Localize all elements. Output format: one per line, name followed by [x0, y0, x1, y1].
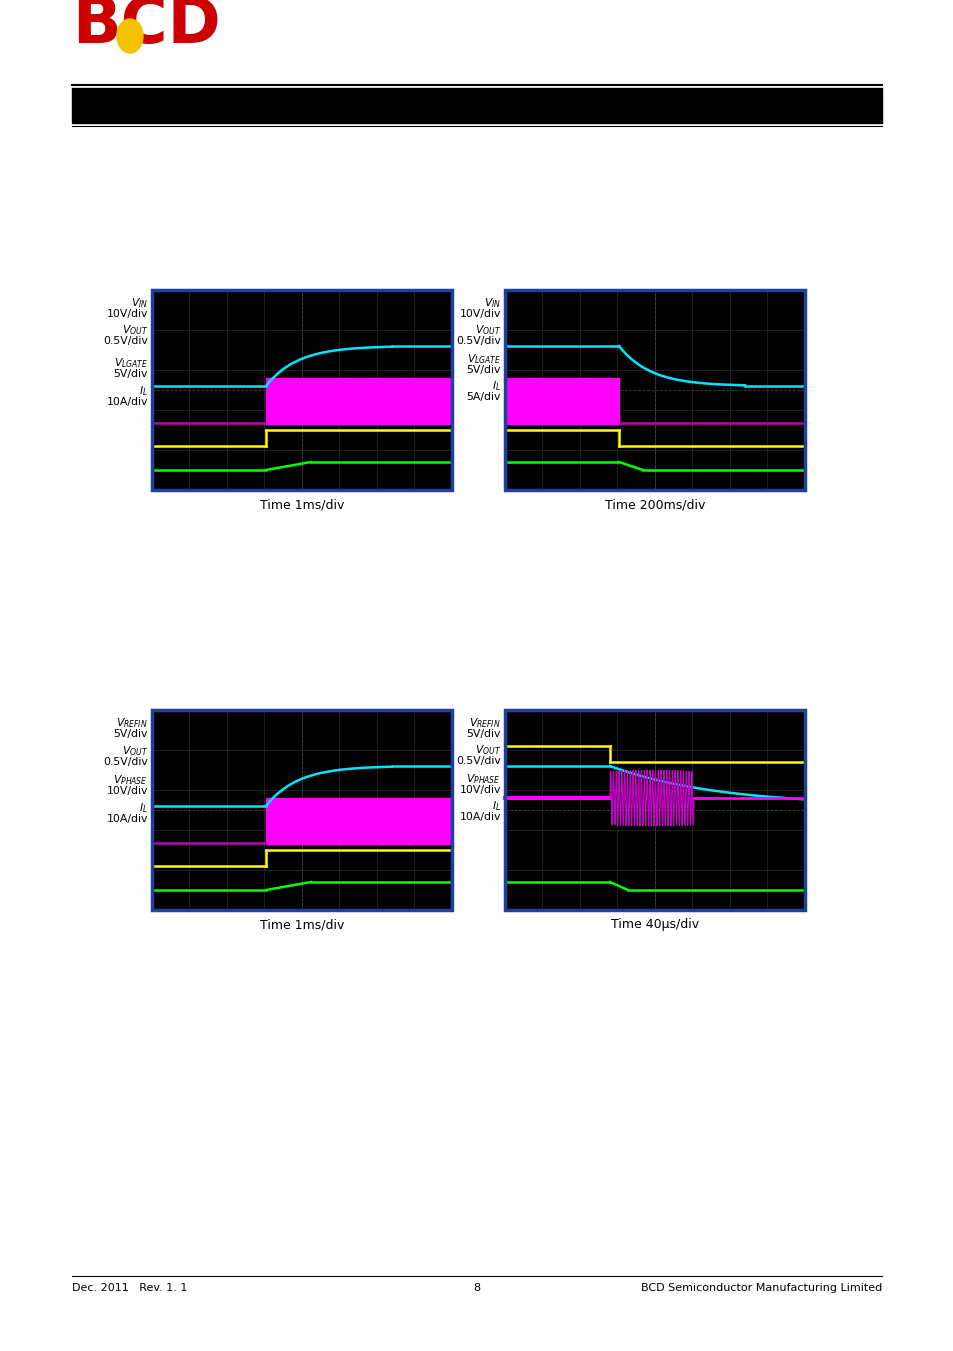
- Text: 8: 8: [473, 1283, 480, 1293]
- Text: 5V/div: 5V/div: [113, 369, 148, 380]
- Text: Time 40μs/div: Time 40μs/div: [610, 917, 699, 931]
- Text: 5A/div: 5A/div: [466, 392, 500, 403]
- Text: $V_{IN}$: $V_{IN}$: [483, 296, 500, 309]
- Text: $I_L$: $I_L$: [492, 380, 500, 393]
- Text: Time 1ms/div: Time 1ms/div: [259, 917, 344, 931]
- Text: $I_L$: $I_L$: [492, 798, 500, 813]
- Text: $V_{LGATE}$: $V_{LGATE}$: [113, 357, 148, 370]
- Text: $V_{IN}$: $V_{IN}$: [131, 296, 148, 309]
- Text: $V_{LGATE}$: $V_{LGATE}$: [466, 353, 500, 366]
- Text: 5V/div: 5V/div: [113, 730, 148, 739]
- Bar: [504, 290, 804, 490]
- Text: $V_{REFIN}$: $V_{REFIN}$: [116, 716, 148, 730]
- Text: $I_L$: $I_L$: [139, 384, 148, 397]
- Text: 10V/div: 10V/div: [459, 309, 500, 319]
- Text: 0.5V/div: 0.5V/div: [103, 336, 148, 346]
- Bar: [152, 290, 452, 490]
- Text: Time 200ms/div: Time 200ms/div: [604, 499, 704, 511]
- Text: $V_{PHASE}$: $V_{PHASE}$: [113, 773, 148, 786]
- Text: $V_{PHASE}$: $V_{PHASE}$: [466, 771, 500, 786]
- Bar: [504, 711, 804, 911]
- Text: 0.5V/div: 0.5V/div: [456, 757, 500, 766]
- Text: 10V/div: 10V/div: [459, 785, 500, 794]
- Text: BCD: BCD: [71, 0, 220, 55]
- Text: 10A/div: 10A/div: [459, 812, 500, 821]
- Text: $I_L$: $I_L$: [139, 801, 148, 815]
- Ellipse shape: [117, 19, 143, 53]
- Text: BCD Semiconductor Manufacturing Limited: BCD Semiconductor Manufacturing Limited: [640, 1283, 882, 1293]
- Text: 10A/div: 10A/div: [107, 397, 148, 407]
- Text: $V_{OUT}$: $V_{OUT}$: [475, 323, 500, 336]
- Text: $V_{OUT}$: $V_{OUT}$: [122, 323, 148, 336]
- Text: $V_{OUT}$: $V_{OUT}$: [122, 744, 148, 758]
- Text: 0.5V/div: 0.5V/div: [103, 757, 148, 767]
- Bar: [71, 88, 882, 123]
- Text: $V_{OUT}$: $V_{OUT}$: [475, 743, 500, 757]
- Text: 0.5V/div: 0.5V/div: [456, 336, 500, 346]
- Text: 10A/div: 10A/div: [107, 815, 148, 824]
- Text: Dec. 2011   Rev. 1. 1: Dec. 2011 Rev. 1. 1: [71, 1283, 187, 1293]
- Text: Time 1ms/div: Time 1ms/div: [259, 499, 344, 511]
- Bar: [504, 290, 804, 490]
- Bar: [152, 290, 452, 490]
- Text: 5V/div: 5V/div: [466, 365, 500, 376]
- Text: 5V/div: 5V/div: [466, 730, 500, 739]
- Bar: [504, 711, 804, 911]
- Text: $V_{REFIN}$: $V_{REFIN}$: [469, 716, 500, 730]
- Text: 10V/div: 10V/div: [107, 309, 148, 319]
- Bar: [152, 711, 452, 911]
- Bar: [152, 711, 452, 911]
- Text: 10V/div: 10V/div: [107, 786, 148, 796]
